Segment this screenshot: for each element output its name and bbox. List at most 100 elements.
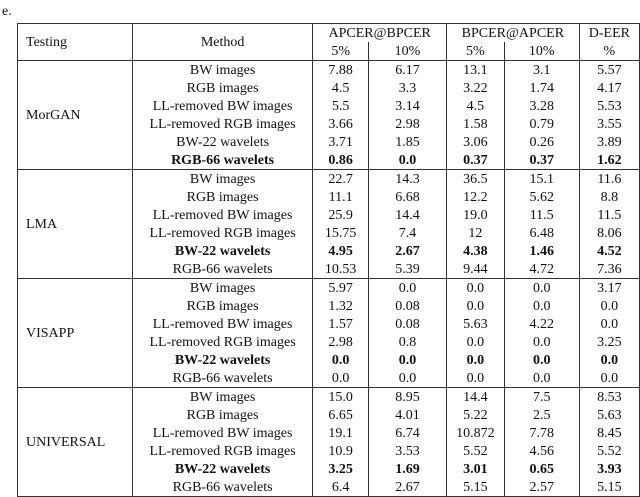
value-cell-bpcer-5: 3.01 [446,460,505,478]
value-cell-bpcer-10: 0.0 [503,351,580,369]
method-cell: LL-removed BW images [131,206,313,224]
value-cell-d-eer: 0.0 [578,369,640,388]
table-row: RGB-66 wavelets 0.86 0.0 0.37 0.37 1.62 [18,151,640,170]
value-cell-apcer-10: 0.08 [367,315,447,333]
value-cell-bpcer-5: 3.22 [446,79,505,97]
table-row: RGB-66 wavelets 6.4 2.67 5.15 2.57 5.15 [18,478,640,497]
value-cell-apcer-10: 3.53 [367,442,447,460]
value-cell-d-eer: 4.17 [578,79,640,97]
value-cell-bpcer-5: 0.0 [446,333,505,351]
subheader-d-eer-percent: % [578,42,640,61]
table-row: LL-removed BW images 19.1 6.74 10.872 7.78 8.… [18,424,640,442]
value-cell-d-eer: 3.89 [578,133,640,151]
value-cell-d-eer: 8.45 [578,424,640,442]
subheader-bpcer-5: 5% [446,42,505,61]
testing-dataset-cell: VISAPP [17,278,133,388]
value-cell-d-eer: 5.57 [578,60,640,79]
value-cell-bpcer-10: 5.62 [503,188,580,206]
value-cell-apcer-5: 5.5 [312,97,369,115]
value-cell-apcer-5: 10.9 [312,442,369,460]
method-cell: LL-removed BW images [131,315,313,333]
value-cell-apcer-5: 1.57 [312,315,369,333]
value-cell-bpcer-10: 0.65 [503,460,580,478]
value-cell-bpcer-10: 3.28 [503,97,580,115]
value-cell-bpcer-10: 2.5 [503,406,580,424]
method-cell: RGB-66 wavelets [131,260,313,279]
method-cell: RGB images [131,406,313,424]
value-cell-d-eer: 0.0 [578,351,640,369]
table-row: LL-removed RGB images 10.9 3.53 5.52 4.56 5.5… [18,442,640,460]
table-row: BW-22 wavelets 4.95 2.67 4.38 1.46 4.52 [18,242,640,260]
value-cell-bpcer-10: 4.72 [503,260,580,279]
value-cell-bpcer-5: 5.63 [446,315,505,333]
testing-dataset-cell: LMA [17,169,133,279]
value-cell-bpcer-5: 19.0 [446,206,505,224]
table-row: RGB images 11.1 6.68 12.2 5.62 8.8 [18,188,640,206]
value-cell-apcer-10: 2.67 [367,478,447,497]
method-cell: BW-22 wavelets [131,351,313,369]
value-cell-apcer-5: 15.0 [312,387,369,406]
value-cell-d-eer: 5.53 [578,97,640,115]
method-cell: RGB images [131,188,313,206]
method-cell: LL-removed RGB images [131,442,313,460]
value-cell-bpcer-10: 0.0 [503,333,580,351]
value-cell-bpcer-10: 0.37 [503,151,580,170]
subheader-bpcer-10: 10% [503,42,580,61]
value-cell-apcer-5: 5.97 [312,278,369,297]
value-cell-bpcer-5: 0.0 [446,369,505,388]
value-cell-bpcer-5: 9.44 [446,260,505,279]
value-cell-apcer-5: 11.1 [312,188,369,206]
value-cell-d-eer: 8.8 [578,188,640,206]
value-cell-bpcer-5: 0.0 [446,278,505,297]
value-cell-apcer-5: 2.98 [312,333,369,351]
table-row: UNIVERSAL BW images 15.0 8.95 14.4 7.5 8.53 [17,387,640,497]
value-cell-apcer-5: 1.32 [312,297,369,315]
value-cell-d-eer: 3.17 [578,278,640,297]
value-cell-bpcer-10: 1.74 [503,79,580,97]
value-cell-bpcer-5: 0.37 [446,151,505,170]
method-cell: LL-removed RGB images [131,224,313,242]
value-cell-apcer-10: 0.0 [367,351,447,369]
table-row: LL-removed RGB images 3.66 2.98 1.58 0.79 3.5… [18,115,640,133]
value-cell-apcer-5: 15.75 [312,224,369,242]
table-row: LMA BW images 22.7 14.3 36.5 15.1 11.6 [17,169,640,279]
value-cell-bpcer-5: 14.4 [446,387,505,406]
value-cell-d-eer: 5.52 [578,442,640,460]
testing-dataset-cell: MorGAN [17,60,133,170]
value-cell-bpcer-5: 12 [446,224,505,242]
value-cell-d-eer: 3.25 [578,333,640,351]
table-row: LL-removed BW images 25.9 14.4 19.0 11.5 11.5 [18,206,640,224]
value-cell-apcer-5: 4.95 [312,242,369,260]
value-cell-apcer-10: 2.67 [367,242,447,260]
value-cell-bpcer-10: 15.1 [503,169,580,188]
value-cell-bpcer-5: 5.22 [446,406,505,424]
value-cell-d-eer: 4.52 [578,242,640,260]
value-cell-d-eer: 8.06 [578,224,640,242]
method-cell: BW-22 wavelets [131,133,313,151]
method-cell: BW images [131,169,313,188]
value-cell-bpcer-10: 7.5 [503,387,580,406]
value-cell-d-eer: 3.93 [578,460,640,478]
value-cell-bpcer-10: 3.1 [503,60,580,79]
subheader-apcer-5: 5% [312,42,369,61]
value-cell-apcer-10: 0.08 [367,297,447,315]
value-cell-apcer-10: 0.0 [367,151,447,170]
table-row: LL-removed BW images 5.5 3.14 4.5 3.28 5.53 [18,97,640,115]
table-row: BW-22 wavelets 3.25 1.69 3.01 0.65 3.93 [18,460,640,478]
value-cell-apcer-5: 3.71 [312,133,369,151]
value-cell-bpcer-10: 7.78 [503,424,580,442]
value-cell-d-eer: 7.36 [578,260,640,279]
value-cell-d-eer: 0.0 [578,297,640,315]
value-cell-apcer-10: 0.0 [367,369,447,388]
value-cell-apcer-10: 8.95 [367,387,447,406]
value-cell-bpcer-5: 5.15 [446,478,505,497]
value-cell-apcer-10: 6.17 [367,60,447,79]
value-cell-apcer-10: 3.3 [367,79,447,97]
table-row: RGB-66 wavelets 10.53 5.39 9.44 4.72 7.36 [18,260,640,279]
value-cell-apcer-5: 7.88 [312,60,369,79]
value-cell-apcer-5: 3.25 [312,460,369,478]
value-cell-apcer-10: 0.0 [367,278,447,297]
method-cell: BW images [131,387,313,406]
method-cell: RGB-66 wavelets [131,151,313,170]
value-cell-bpcer-10: 11.5 [503,206,580,224]
